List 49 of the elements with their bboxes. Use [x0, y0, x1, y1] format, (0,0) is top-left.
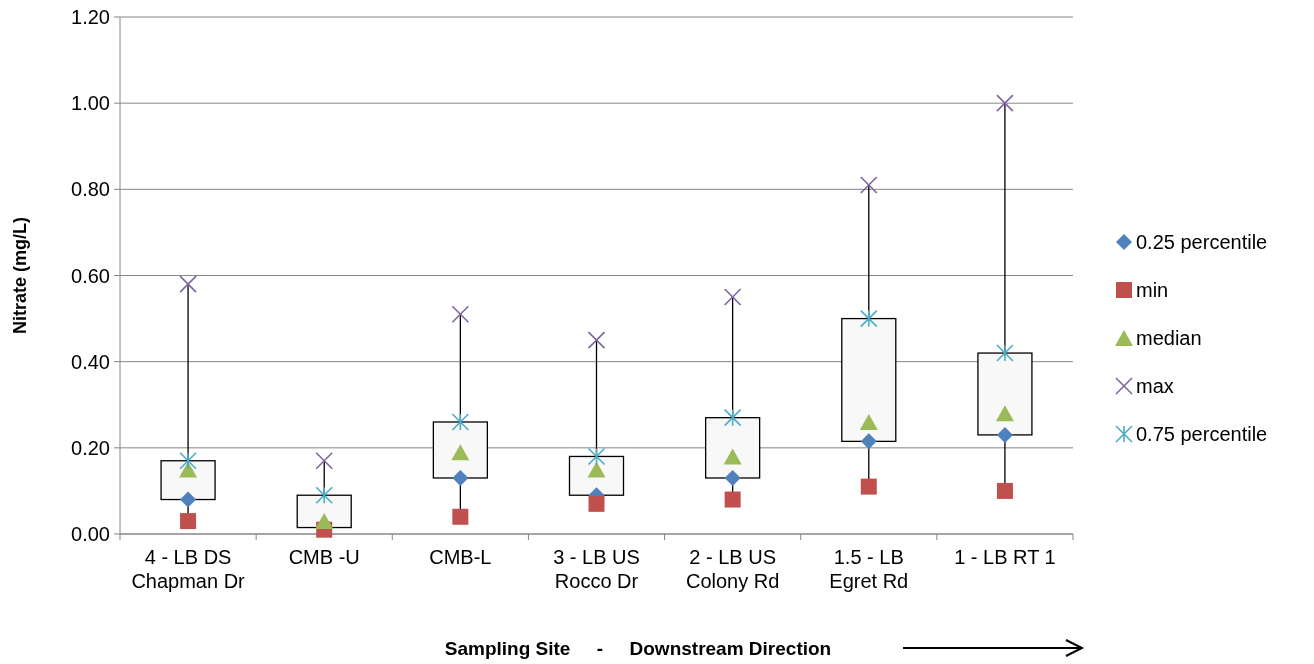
x-tick-label: 1.5 - LB Egret Rd — [829, 546, 909, 592]
point — [179, 275, 197, 293]
x-tick-label: 4 - LB DS Chapman Dr — [131, 546, 246, 592]
legend-label: median — [1136, 327, 1202, 349]
point — [723, 288, 742, 306]
point — [860, 433, 877, 450]
point — [179, 451, 197, 470]
point — [723, 408, 742, 427]
y-tick-label: 0.00 — [71, 523, 110, 545]
y-tick-label: 1.00 — [71, 92, 110, 115]
point — [996, 426, 1013, 443]
y-tick-label: 0.40 — [71, 350, 110, 373]
point — [587, 331, 606, 349]
point — [315, 513, 334, 530]
point — [588, 495, 605, 512]
legend-label: 0.25 percentile — [1136, 231, 1268, 253]
point — [587, 447, 606, 466]
point — [452, 508, 469, 525]
point — [180, 491, 197, 508]
point — [859, 309, 878, 328]
point — [451, 305, 470, 324]
x-tick-label: 1 - LB RT 1 — [954, 546, 1056, 568]
point — [315, 486, 334, 505]
point — [996, 482, 1013, 499]
point — [724, 469, 741, 486]
point — [451, 413, 470, 431]
point — [860, 478, 877, 495]
legend-label: 0.75 percentile — [1136, 423, 1268, 445]
x-axis-title: Sampling Site - Downstream Direction — [444, 638, 832, 659]
point — [180, 513, 197, 530]
x-tick-label: CMB-L — [429, 546, 492, 568]
point — [724, 491, 741, 508]
y-tick-label: 0.60 — [71, 264, 110, 287]
x-tick-label: CMB -U — [288, 546, 360, 568]
y-tick-label: 0.80 — [71, 178, 110, 201]
x-tick-label: 3 - LB US Rocco Dr — [553, 546, 640, 592]
y-tick-label: 0.20 — [71, 436, 110, 459]
y-axis-title: Nitrate (mg/L) — [10, 216, 30, 334]
point — [315, 451, 334, 470]
point — [452, 469, 469, 486]
legend-label: max — [1136, 375, 1174, 397]
x-tick-label: 2 - LB US Colony Rd — [685, 546, 780, 592]
legend-label: min — [1136, 279, 1169, 301]
y-tick-label: 1.20 — [71, 6, 110, 28]
point — [996, 344, 1014, 362]
point — [995, 405, 1014, 422]
point — [996, 94, 1014, 112]
point — [859, 176, 878, 194]
point — [859, 413, 878, 430]
